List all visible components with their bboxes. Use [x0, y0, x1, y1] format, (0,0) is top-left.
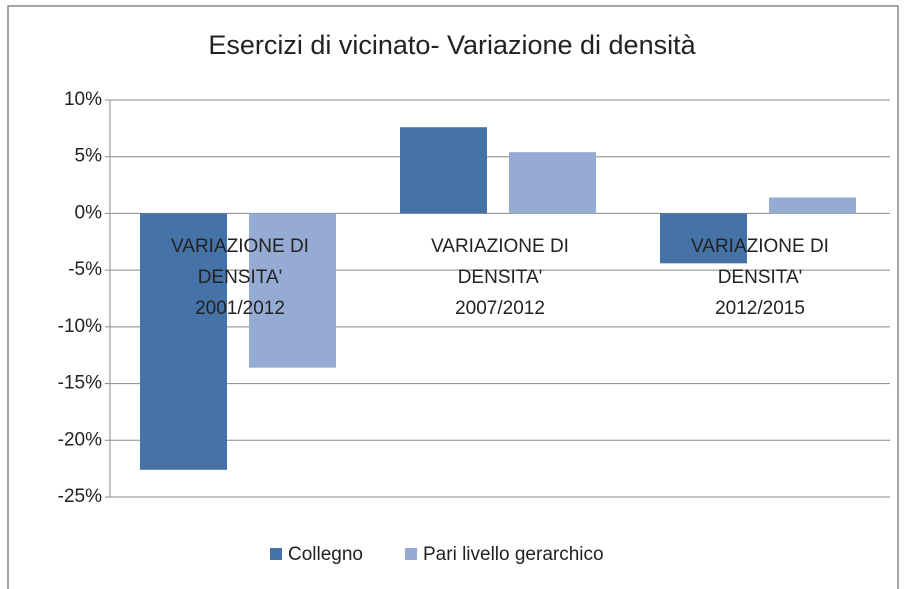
y-tick-label: -25%	[58, 486, 102, 507]
bar	[140, 213, 227, 470]
y-tick-label: 10%	[64, 89, 102, 110]
bar	[660, 213, 747, 264]
y-tick-label: -15%	[58, 373, 102, 394]
y-tick-label: -20%	[58, 429, 102, 450]
legend-swatch	[405, 548, 417, 560]
bar	[769, 197, 856, 214]
y-tick-label: 0%	[75, 202, 103, 223]
bar	[509, 152, 596, 214]
chart-title: Esercizi di vicinato- Variazione di dens…	[208, 30, 696, 60]
legend-label: Collegno	[288, 544, 363, 565]
bar	[400, 127, 487, 214]
legend-swatch	[270, 548, 282, 560]
y-tick-label: -5%	[68, 259, 102, 280]
bar	[249, 213, 336, 368]
x-tick-label: VARIAZIONE DI DENSITA' 2007/2012	[431, 236, 569, 320]
y-tick-label: 5%	[75, 146, 103, 167]
y-tick-label: -10%	[58, 316, 102, 337]
x-tick-label: VARIAZIONE DI DENSITA' 2001/2012	[171, 236, 309, 320]
legend-label: Pari livello gerarchico	[423, 544, 604, 565]
x-tick-label: VARIAZIONE DI DENSITA' 2012/2015	[691, 236, 829, 320]
